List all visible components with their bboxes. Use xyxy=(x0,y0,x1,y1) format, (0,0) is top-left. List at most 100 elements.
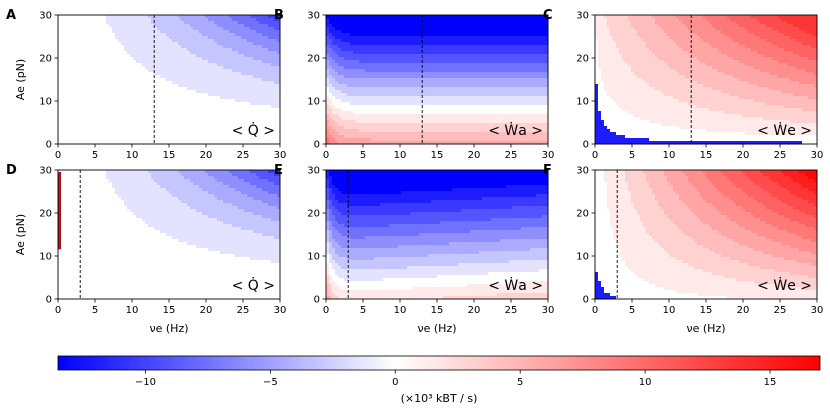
contour-cell xyxy=(118,141,122,145)
contour-cell xyxy=(82,66,86,70)
contour-cell xyxy=(118,27,122,31)
contour-cell xyxy=(238,135,242,139)
contour-cell xyxy=(226,60,230,64)
contour-cell xyxy=(193,84,197,88)
contour-cell xyxy=(256,87,260,91)
contour-cell xyxy=(82,135,86,139)
contour-cell xyxy=(353,30,357,34)
contour-cell xyxy=(217,57,221,61)
contour-cell xyxy=(326,111,330,115)
contour-cell xyxy=(353,132,357,136)
contour-cell xyxy=(181,87,185,91)
contour-cell xyxy=(106,27,110,31)
contour-cell xyxy=(338,51,342,55)
contour-cell xyxy=(440,18,444,22)
contour-cell xyxy=(431,51,435,55)
contour-cell xyxy=(259,60,263,64)
contour-cell xyxy=(70,36,74,40)
contour-cell xyxy=(256,132,260,136)
contour-cell xyxy=(229,30,233,34)
contour-cell xyxy=(208,84,212,88)
contour-cell xyxy=(88,54,92,58)
contour-cell xyxy=(211,81,215,85)
contour-cell xyxy=(244,141,248,145)
contour-cell xyxy=(187,66,191,70)
contour-cell xyxy=(76,78,80,82)
contour-cell xyxy=(380,108,384,112)
contour-cell xyxy=(332,141,336,145)
contour-cell xyxy=(70,138,74,142)
contour-cell xyxy=(271,66,275,70)
contour-cell xyxy=(374,138,378,142)
contour-cell xyxy=(139,36,143,40)
contour-cell xyxy=(353,72,357,76)
contour-cell xyxy=(214,57,218,61)
contour-cell xyxy=(422,51,426,55)
contour-cell xyxy=(136,42,140,46)
contour-cell xyxy=(392,54,396,58)
contour-cell xyxy=(259,138,263,142)
contour-cell xyxy=(410,15,414,19)
contour-cell xyxy=(190,63,194,67)
contour-cell xyxy=(232,135,236,139)
contour-cell xyxy=(79,123,83,127)
contour-cell xyxy=(371,18,375,22)
contour-cell xyxy=(187,21,191,25)
contour-cell xyxy=(112,54,116,58)
contour-cell xyxy=(407,69,411,73)
contour-cell xyxy=(271,36,275,40)
contour-cell xyxy=(341,54,345,58)
contour-cell xyxy=(425,90,429,94)
contour-cell xyxy=(374,75,378,79)
contour-cell xyxy=(341,30,345,34)
contour-cell xyxy=(97,141,101,145)
contour-cell xyxy=(353,102,357,106)
contour-cell xyxy=(196,75,200,79)
contour-cell xyxy=(422,120,426,124)
contour-cell xyxy=(181,93,185,97)
contour-cell xyxy=(163,51,167,55)
contour-cell xyxy=(151,111,155,115)
contour-cell xyxy=(347,30,351,34)
contour-cell xyxy=(121,90,125,94)
contour-cell xyxy=(133,135,137,139)
contour-cell xyxy=(392,99,396,103)
contour-cell xyxy=(416,27,420,31)
contour-cell xyxy=(265,39,269,43)
contour-cell xyxy=(347,21,351,25)
contour-cell xyxy=(350,108,354,112)
contour-cell xyxy=(256,42,260,46)
contour-cell xyxy=(199,138,203,142)
contour-cell xyxy=(386,138,390,142)
contour-cell xyxy=(398,93,402,97)
contour-cell xyxy=(404,96,408,100)
contour-cell xyxy=(332,93,336,97)
contour-cell xyxy=(82,24,86,28)
contour-cell xyxy=(413,129,417,133)
contour-cell xyxy=(395,138,399,142)
contour-cell xyxy=(347,132,351,136)
contour-cell xyxy=(112,21,116,25)
contour-cell xyxy=(58,27,62,31)
contour-cell xyxy=(443,111,447,115)
contour-cell xyxy=(274,18,278,22)
contour-cell xyxy=(362,129,366,133)
contour-cell xyxy=(64,114,68,118)
contour-cell xyxy=(73,63,77,67)
contour-cell xyxy=(160,36,164,40)
contour-cell xyxy=(145,111,149,115)
contour-cell xyxy=(434,69,438,73)
contour-cell xyxy=(136,21,140,25)
contour-cell xyxy=(94,45,98,49)
contour-cell xyxy=(365,120,369,124)
contour-cell xyxy=(226,120,230,124)
contour-cell xyxy=(64,87,68,91)
contour-cell xyxy=(136,30,140,34)
contour-cell xyxy=(79,93,83,97)
contour-cell xyxy=(139,93,143,97)
contour-cell xyxy=(374,93,378,97)
contour-cell xyxy=(94,108,98,112)
contour-cell xyxy=(422,39,426,43)
contour-cell xyxy=(425,141,429,145)
contour-cell xyxy=(398,60,402,64)
